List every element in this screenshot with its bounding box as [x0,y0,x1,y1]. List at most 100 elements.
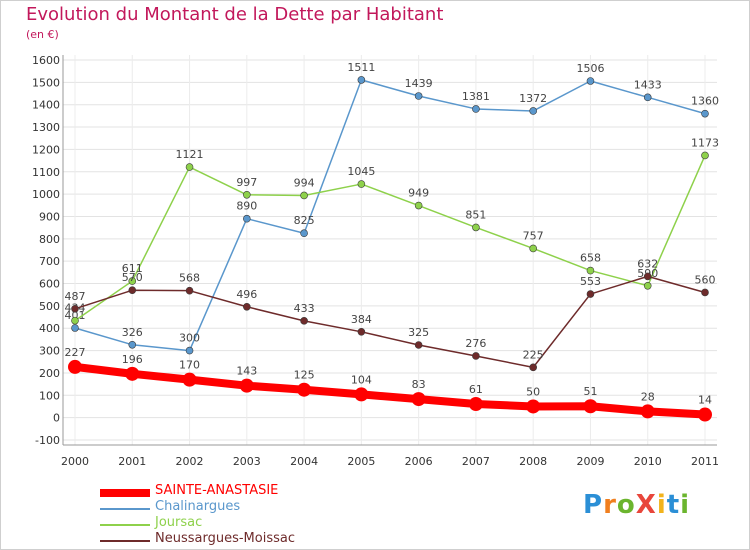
data-label-neussargues-moissac: 325 [408,326,429,339]
data-label-joursac: 1173 [691,136,719,149]
data-label-neussargues-moissac: 553 [580,275,601,288]
data-point-joursac [414,201,423,210]
y-tick-label: 100 [39,389,60,402]
series-line-sainte-anastasie [74,362,706,419]
data-label-chalinargues: 1511 [347,61,375,74]
y-tick-label: 600 [39,278,60,291]
data-point-neussargues-moissac [529,363,537,372]
data-label-sainte-anastasie: 28 [641,390,655,403]
logo-letter: o [616,490,636,520]
logo-letter: i [656,490,667,520]
data-point-chalinargues [357,76,366,84]
proxiti-logo: ProXiti [583,490,690,520]
data-label-joursac: 994 [294,176,315,189]
data-point-joursac [300,191,308,200]
data-label-chalinargues: 825 [294,214,315,227]
legend-swatch [100,489,150,497]
y-tick-label: 1500 [32,76,60,89]
series-line-joursac [74,155,706,322]
data-point-joursac [357,180,366,188]
data-point-joursac [243,190,251,199]
data-label-joursac: 949 [408,187,429,200]
x-tick-label: 2000 [61,455,89,468]
x-tick-label: 2005 [347,455,375,468]
data-point-sainte-anastasie [698,407,712,422]
logo-letter: t [666,490,681,520]
logo-letter: r [603,490,617,520]
data-point-sainte-anastasie [640,404,655,419]
data-label-joursac: 997 [236,176,257,189]
data-label-chalinargues: 1439 [405,77,433,90]
data-label-neussargues-moissac: 568 [179,272,200,285]
y-tick-label: 0 [53,412,60,425]
data-label-neussargues-moissac: 433 [294,302,315,315]
x-tick-label: 2008 [519,455,547,468]
data-label-sainte-anastasie: 227 [65,346,86,359]
logo-letter: X [635,490,657,520]
data-label-sainte-anastasie: 104 [351,373,372,386]
y-tick-label: 700 [39,255,60,268]
data-label-neussargues-moissac: 276 [465,337,486,350]
data-point-sainte-anastasie [583,399,598,414]
series-line-chalinargues [74,79,706,352]
data-label-neussargues-moissac: 632 [637,257,658,270]
data-label-joursac: 851 [465,208,486,221]
legend-swatch [100,540,150,542]
data-point-neussargues-moissac [586,290,595,298]
data-point-chalinargues [185,346,194,355]
data-label-chalinargues: 401 [65,309,86,322]
data-point-chalinargues [414,92,423,100]
data-label-sainte-anastasie: 51 [583,385,597,398]
x-tick-label: 2010 [634,455,662,468]
data-label-sainte-anastasie: 170 [179,359,200,372]
data-point-neussargues-moissac [300,317,308,325]
legend-swatch [100,524,150,526]
data-label-joursac: 611 [122,262,143,275]
data-label-sainte-anastasie: 14 [698,394,712,407]
data-label-chalinargues: 326 [122,326,143,339]
unit-label: (en €) [26,28,59,41]
y-tick-label: 300 [39,345,60,358]
data-point-joursac [586,266,595,275]
data-point-joursac [701,151,709,160]
x-tick-label: 2009 [576,455,604,468]
data-point-chalinargues [643,93,652,102]
data-point-neussargues-moissac [357,328,366,336]
data-point-neussargues-moissac [472,352,480,360]
data-point-joursac [185,163,194,171]
data-label-chalinargues: 1360 [691,95,719,108]
data-point-chalinargues [472,105,480,113]
data-label-chalinargues: 1433 [634,78,662,91]
logo-letter: P [583,490,604,520]
data-point-chalinargues [701,109,709,118]
data-label-sainte-anastasie: 143 [236,365,257,378]
data-point-chalinargues [529,107,537,115]
data-point-sainte-anastasie [239,378,254,393]
x-tick-label: 2001 [118,455,146,468]
x-tick-label: 2004 [290,455,318,468]
chart-title: Evolution du Montant de la Dette par Hab… [26,4,444,25]
data-point-joursac [71,316,79,325]
data-point-joursac [472,223,480,232]
data-label-joursac: 757 [523,229,544,242]
data-point-chalinargues [300,229,308,238]
y-tick-label: 900 [39,210,60,223]
data-label-sainte-anastasie: 196 [122,353,143,366]
data-label-neussargues-moissac: 496 [236,288,257,301]
x-tick-label: 2007 [462,455,490,468]
data-point-joursac [128,277,137,285]
x-tick-label: 2002 [176,455,204,468]
legend-label: SAINTE-ANASTASIE [155,483,279,498]
data-label-sainte-anastasie: 50 [526,385,540,398]
data-point-neussargues-moissac [701,288,709,297]
data-label-neussargues-moissac: 225 [523,348,544,361]
data-label-chalinargues: 300 [179,332,200,345]
series-line-neussargues-moissac [74,275,706,369]
data-label-chalinargues: 1506 [576,62,604,75]
y-tick-label: 1300 [32,121,60,134]
y-tick-label: 1600 [32,54,60,67]
data-point-chalinargues [586,77,595,85]
y-tick-label: 1200 [32,143,60,156]
data-point-neussargues-moissac [128,286,137,295]
